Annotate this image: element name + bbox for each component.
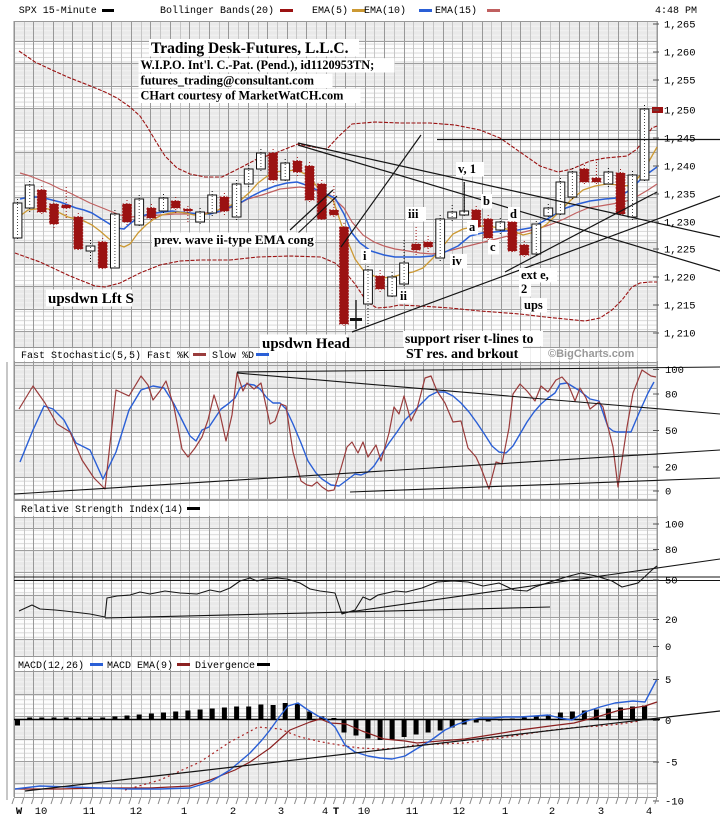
svg-text:CHart courtesy of MarketWatCH.: CHart courtesy of MarketWatCH.com [141, 89, 345, 103]
svg-text:b: b [483, 194, 490, 208]
svg-text:1,210: 1,210 [664, 329, 696, 341]
svg-text:c: c [490, 240, 496, 254]
svg-text:1,220: 1,220 [664, 273, 696, 285]
svg-text:T: T [333, 806, 339, 818]
svg-text:1: 1 [502, 806, 508, 818]
svg-text:upsdwn Head: upsdwn Head [262, 336, 351, 352]
svg-text:3: 3 [598, 806, 604, 818]
svg-text:1,240: 1,240 [664, 162, 696, 174]
svg-text:EMA(5): EMA(5) [312, 5, 348, 17]
svg-text:Slow %D: Slow %D [212, 350, 254, 362]
svg-text:MACD EMA(9): MACD EMA(9) [107, 660, 173, 672]
svg-text:0: 0 [665, 487, 671, 499]
svg-text:20: 20 [665, 615, 678, 627]
svg-text:ext e,: ext e, [521, 268, 549, 282]
svg-text:W.I.P.O. Int'l. C.-Pat. (Pend.: W.I.P.O. Int'l. C.-Pat. (Pend.), id11209… [141, 58, 375, 72]
svg-text:10: 10 [35, 806, 48, 818]
svg-text:i: i [363, 249, 367, 263]
svg-text:Bollinger Bands(20): Bollinger Bands(20) [160, 5, 274, 17]
svg-text:©BigCharts.com: ©BigCharts.com [548, 348, 635, 360]
svg-text:1,225: 1,225 [664, 245, 696, 257]
svg-text:Fast Stochastic(5,5) Fast %K: Fast Stochastic(5,5) Fast %K [21, 350, 189, 362]
svg-text:0: 0 [665, 642, 671, 654]
svg-text:-10: -10 [665, 797, 684, 809]
svg-text:4: 4 [322, 806, 328, 818]
svg-text:12: 12 [453, 806, 466, 818]
svg-text:100: 100 [665, 365, 684, 377]
svg-text:80: 80 [665, 545, 678, 557]
svg-text:5: 5 [665, 675, 671, 687]
svg-text:Divergence: Divergence [195, 660, 255, 672]
svg-text:prev. wave ii-type EMA cong: prev. wave ii-type EMA cong [154, 232, 314, 247]
svg-text:1,245: 1,245 [664, 134, 696, 146]
svg-text:100: 100 [665, 520, 684, 532]
svg-text:1: 1 [181, 806, 187, 818]
svg-text:1,265: 1,265 [664, 20, 696, 32]
svg-text:1,215: 1,215 [664, 301, 696, 313]
svg-text:4: 4 [646, 806, 652, 818]
svg-text:1,235: 1,235 [664, 190, 696, 202]
svg-text:d: d [510, 207, 517, 221]
svg-text:Trading Desk-Futures, L.L.C.: Trading Desk-Futures, L.L.C. [151, 40, 349, 57]
svg-text:2: 2 [521, 282, 527, 296]
svg-text:50: 50 [665, 426, 678, 438]
svg-text:1,260: 1,260 [664, 48, 696, 60]
svg-text:11: 11 [406, 806, 419, 818]
svg-text:upsdwn Lft S: upsdwn Lft S [48, 291, 134, 307]
svg-text:W: W [16, 806, 23, 818]
svg-text:3: 3 [278, 806, 284, 818]
svg-text:support riser t-lines to: support riser t-lines to [405, 331, 534, 346]
svg-text:v, 1: v, 1 [458, 162, 476, 176]
svg-text:2: 2 [549, 806, 555, 818]
svg-text:12: 12 [130, 806, 143, 818]
svg-text:ii: ii [400, 289, 407, 303]
svg-text:a: a [469, 220, 476, 234]
svg-text:futures_trading@consultant.com: futures_trading@consultant.com [141, 74, 315, 88]
svg-text:2: 2 [230, 806, 236, 818]
svg-text:-5: -5 [665, 758, 678, 770]
svg-text:Relative Strength Index(14): Relative Strength Index(14) [21, 504, 183, 516]
svg-text:EMA(10): EMA(10) [364, 5, 406, 17]
svg-text:1,250: 1,250 [664, 106, 696, 118]
svg-text:iii: iii [408, 207, 419, 221]
svg-text:1,230: 1,230 [664, 218, 696, 230]
svg-text:ST res. and brkout: ST res. and brkout [406, 347, 519, 362]
svg-text:50: 50 [665, 576, 678, 588]
svg-text:iv: iv [452, 254, 462, 268]
svg-text:1,255: 1,255 [664, 76, 696, 88]
svg-text:20: 20 [665, 463, 678, 475]
svg-text:0: 0 [665, 716, 671, 728]
svg-text:ups: ups [524, 298, 543, 312]
svg-text:80: 80 [665, 390, 678, 402]
svg-text:MACD(12,26): MACD(12,26) [18, 660, 84, 672]
svg-text:SPX 15-Minute: SPX 15-Minute [19, 5, 97, 17]
svg-text:4:48 PM: 4:48 PM [655, 6, 697, 17]
svg-text:EMA(15): EMA(15) [435, 5, 477, 17]
svg-text:11: 11 [83, 806, 96, 818]
svg-text:10: 10 [358, 806, 371, 818]
